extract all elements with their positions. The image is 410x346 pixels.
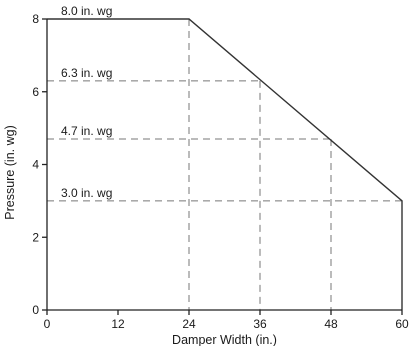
x-tick-label-5: 60: [395, 317, 409, 331]
axes: [42, 18, 403, 315]
y-tick-label-0: 0: [32, 303, 39, 317]
series-layer: [47, 18, 403, 310]
series-line-0: [47, 18, 403, 310]
y-tick-label-1: 2: [32, 230, 39, 244]
x-tick-label-1: 12: [111, 317, 125, 331]
ref-label-1: 6.3 in. wg: [61, 66, 112, 80]
ref-label-2: 4.7 in. wg: [61, 124, 112, 138]
y-axis-title: Pressure (in. wg): [3, 125, 17, 219]
reference-lines: [47, 18, 403, 310]
ref-label-3: 3.0 in. wg: [61, 186, 112, 200]
ref-label-0: 8.0 in. wg: [61, 4, 112, 18]
y-tick-label-4: 8: [32, 12, 39, 26]
y-tick-label-2: 4: [32, 158, 39, 172]
data-labels: 8.0 in. wg 6.3 in. wg 4.7 in. wg 3.0 in. wg: [61, 4, 112, 200]
y-tick-label-3: 6: [32, 85, 39, 99]
x-tick-label-4: 48: [324, 317, 338, 331]
x-tick-label-2: 24: [182, 317, 196, 331]
x-axis-title: Damper Width (in.): [172, 333, 277, 346]
x-tick-label-3: 36: [253, 317, 267, 331]
x-tick-label-0: 0: [44, 317, 51, 331]
